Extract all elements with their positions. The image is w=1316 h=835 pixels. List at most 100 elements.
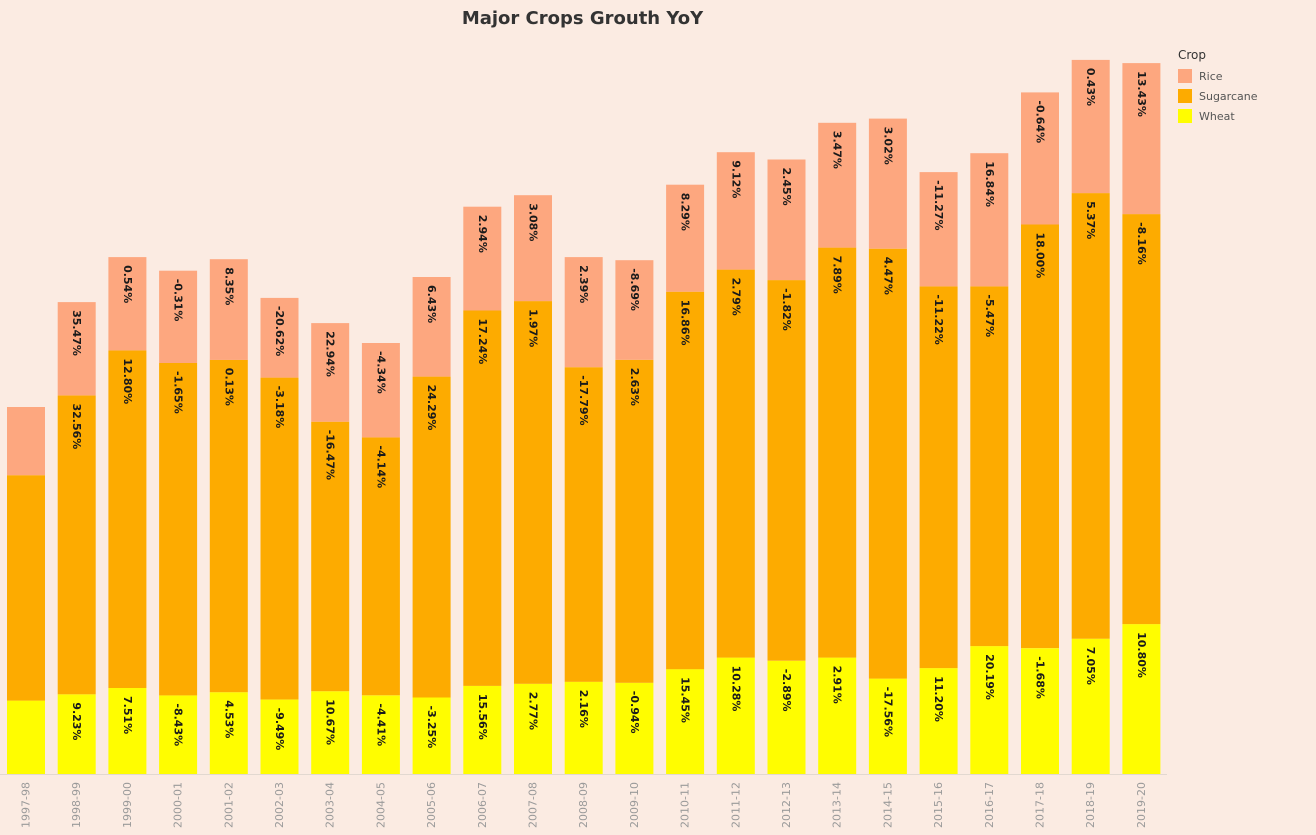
bar-sugarcane-2006-07[interactable] <box>463 310 502 686</box>
bar-wheat-2012-13[interactable] <box>767 660 806 774</box>
data-label-sugarcane-2007-08: 1.97% <box>527 309 540 347</box>
bar-sugarcane-2018-19[interactable] <box>1071 193 1110 639</box>
bar-sugarcane-2014-15[interactable] <box>868 248 907 679</box>
bar-wheat-2014-15[interactable] <box>868 678 907 774</box>
x-tick-label-2009-10: 2009-10 <box>628 782 641 828</box>
bar-sugarcane-2015-16[interactable] <box>919 286 958 669</box>
data-label-wheat-2001-02: 4.53% <box>222 700 235 738</box>
data-label-rice-2009-10: -8.69% <box>628 268 641 311</box>
bar-sugarcane-2007-08[interactable] <box>514 301 552 684</box>
bar-rice-2004-05[interactable] <box>361 343 400 438</box>
bar-wheat-2016-17[interactable] <box>970 646 1009 774</box>
bar-sugarcane-2011-12[interactable] <box>716 269 755 658</box>
bar-sugarcane-2000-01[interactable] <box>159 363 198 696</box>
bar-wheat-2002-03[interactable] <box>260 699 299 774</box>
legend-swatch-wheat <box>1178 109 1192 123</box>
bar-wheat-1997-98[interactable] <box>7 700 45 774</box>
data-label-rice-2014-15: 3.02% <box>881 127 894 165</box>
bar-sugarcane-2005-06[interactable] <box>412 376 451 698</box>
bar-wheat-1998-99[interactable] <box>57 694 96 774</box>
data-label-wheat-2005-06: -3.25% <box>425 706 438 749</box>
bar-rice-2006-07[interactable] <box>463 206 502 311</box>
bar-rice-2019-20[interactable] <box>1122 63 1161 215</box>
data-label-rice-2018-19: 0.43% <box>1084 68 1097 106</box>
bar-rice-2001-02[interactable] <box>209 259 248 360</box>
bar-wheat-2003-04[interactable] <box>311 691 350 774</box>
bar-wheat-2006-07[interactable] <box>463 685 502 774</box>
bar-wheat-2000-01[interactable] <box>159 695 198 774</box>
bar-wheat-2009-10[interactable] <box>615 682 654 774</box>
x-tick-label-2013-14: 2013-14 <box>831 782 844 828</box>
data-label-sugarcane-2006-07: 17.24% <box>476 319 489 365</box>
bar-sugarcane-2016-17[interactable] <box>970 286 1009 647</box>
bar-sugarcane-2002-03[interactable] <box>260 377 299 700</box>
data-label-sugarcane-2011-12: 2.79% <box>729 278 742 316</box>
bar-sugarcane-2009-10[interactable] <box>615 359 654 683</box>
legend: Crop Rice Sugarcane Wheat <box>1178 48 1258 126</box>
data-label-sugarcane-1998-99: 32.56% <box>70 404 83 450</box>
data-label-sugarcane-2014-15: 4.47% <box>881 257 894 295</box>
data-label-wheat-2015-16: 11.20% <box>932 676 945 722</box>
x-tick-label-2000-01: 2000-01 <box>172 782 185 828</box>
bar-rice-1997-98[interactable] <box>7 407 45 476</box>
data-label-rice-2010-11: 8.29% <box>679 193 692 231</box>
data-label-rice-2005-06: 6.43% <box>425 285 438 323</box>
bar-sugarcane-2001-02[interactable] <box>209 359 248 693</box>
bar-rice-2016-17[interactable] <box>970 153 1009 287</box>
bar-rice-2013-14[interactable] <box>818 122 857 248</box>
bar-wheat-2011-12[interactable] <box>716 657 755 774</box>
bar-rice-2009-10[interactable] <box>615 260 654 360</box>
bar-rice-2011-12[interactable] <box>716 152 755 270</box>
bar-rice-2014-15[interactable] <box>868 118 907 249</box>
bar-wheat-2015-16[interactable] <box>919 668 958 774</box>
bar-wheat-2005-06[interactable] <box>412 697 451 775</box>
bar-wheat-2001-02[interactable] <box>209 692 248 774</box>
bar-wheat-2019-20[interactable] <box>1122 624 1161 774</box>
bar-wheat-1999-00[interactable] <box>108 688 147 774</box>
bar-rice-2007-08[interactable] <box>514 195 552 302</box>
data-label-wheat-2016-17: 20.19% <box>983 654 996 700</box>
data-label-wheat-2017-18: -1.68% <box>1034 656 1047 699</box>
bar-sugarcane-2003-04[interactable] <box>311 421 350 692</box>
bar-wheat-2008-09[interactable] <box>564 681 603 774</box>
chart-plot: 9.23% 32.56% 35.47% 7.51% 12.80% 0.54% -8.43% -… <box>0 59 1167 828</box>
legend-item-rice[interactable]: Rice <box>1178 66 1258 86</box>
data-label-wheat-2002-03: -9.49% <box>273 708 286 751</box>
bar-rice-2000-01[interactable] <box>159 270 198 363</box>
bar-rice-2017-18[interactable] <box>1021 92 1059 225</box>
bar-rice-2010-11[interactable] <box>666 184 705 292</box>
bar-wheat-2007-08[interactable] <box>514 683 552 774</box>
bar-sugarcane-2013-14[interactable] <box>818 247 857 658</box>
bar-rice-2015-16[interactable] <box>919 172 958 287</box>
bar-wheat-2004-05[interactable] <box>361 695 400 774</box>
data-label-wheat-2010-11: 15.45% <box>679 677 692 723</box>
bar-sugarcane-1997-98[interactable] <box>7 475 45 701</box>
bar-wheat-2017-18[interactable] <box>1021 648 1059 774</box>
data-label-sugarcane-2013-14: 7.89% <box>831 256 844 294</box>
bar-sugarcane-2012-13[interactable] <box>767 280 806 661</box>
bar-rice-2018-19[interactable] <box>1071 59 1110 194</box>
bar-sugarcane-2019-20[interactable] <box>1122 214 1161 625</box>
x-tick-labels: 1997-98 1998-99 1999-00 2000-01 2001-02 2002-… <box>20 782 1148 828</box>
bar-rice-2003-04[interactable] <box>311 323 350 422</box>
bar-rice-2002-03[interactable] <box>260 297 299 378</box>
bar-wheat-2013-14[interactable] <box>818 657 857 774</box>
bar-sugarcane-2008-09[interactable] <box>564 367 603 682</box>
bar-rice-1999-00[interactable] <box>108 257 147 351</box>
x-tick-label-2015-16: 2015-16 <box>932 782 945 828</box>
data-label-rice-2015-16: -11.27% <box>932 180 945 230</box>
legend-item-sugarcane[interactable]: Sugarcane <box>1178 86 1258 106</box>
bar-sugarcane-2017-18[interactable] <box>1021 224 1059 649</box>
bar-rice-2008-09[interactable] <box>564 257 603 368</box>
bar-sugarcane-2010-11[interactable] <box>666 291 705 670</box>
legend-item-wheat[interactable]: Wheat <box>1178 106 1258 126</box>
bar-sugarcane-2004-05[interactable] <box>361 437 400 696</box>
bar-wheat-2018-19[interactable] <box>1071 638 1110 774</box>
bar-wheat-2010-11[interactable] <box>666 669 705 774</box>
data-label-wheat-2013-14: 2.91% <box>831 666 844 704</box>
bar-sugarcane-1998-99[interactable] <box>57 395 96 695</box>
bar-rice-2005-06[interactable] <box>412 277 451 377</box>
bar-sugarcane-1999-00[interactable] <box>108 350 147 688</box>
bar-rice-2012-13[interactable] <box>767 159 806 281</box>
bar-rice-1998-99[interactable] <box>57 302 96 396</box>
